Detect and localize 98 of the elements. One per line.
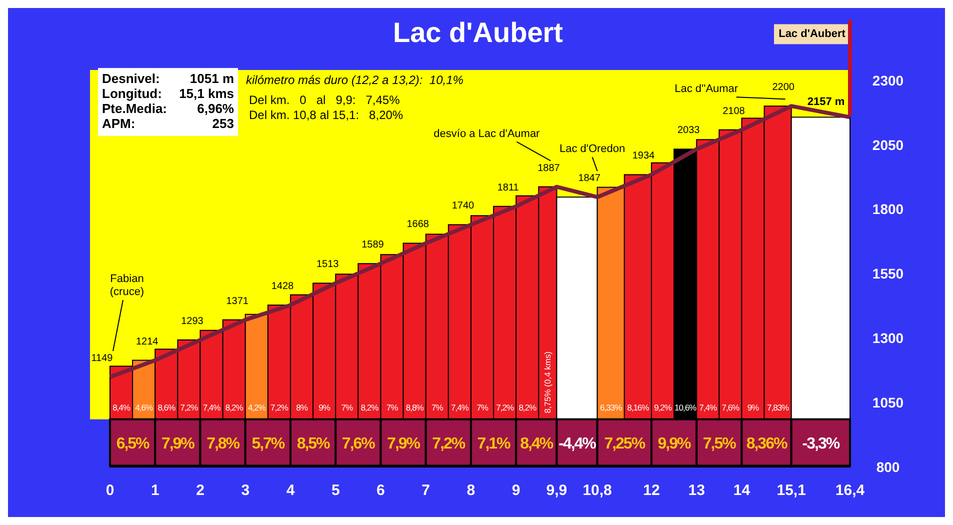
annotation: 7,8% [206,436,240,453]
data-label: 1293 [181,316,204,327]
annotation: 7,2% [180,402,199,412]
data-label: 2157 m [807,96,845,108]
annotation: 7,2% [270,402,289,412]
annotation: Del km. 0 al 9,9: 7,45% [249,93,400,107]
annotation: 7,6% [342,436,376,453]
annotation: 8,2% [225,402,244,412]
annotation: 7% [476,402,489,412]
annotation: 7% [386,402,399,412]
annotation: 8,2% [360,402,380,412]
annotation: 8,16% [627,402,650,412]
annotation: 7,83% [767,402,790,412]
x-tick-label: 5 [331,482,340,499]
y-tick-label: 2300 [872,72,904,88]
annotation: 7,4% [451,402,470,412]
text: Longitud: 15,1 kms [102,86,234,101]
annotation: 6,5% [116,436,150,453]
annotation: -3,3% [802,436,840,453]
data-label: 2200 [772,82,795,94]
y-tick-label: 1300 [872,330,904,346]
annotation: 5,7% [252,436,285,453]
text: Desnivel: 1051 m [102,71,234,86]
annotation: 4,6% [135,402,154,412]
annotation: Del km. 10,8 al 15,1: 8,20% [249,108,404,122]
data-label: 2033 [677,125,700,136]
annotation: 7,5% [702,436,736,453]
text: Lac d'Aubert [778,28,846,40]
annotation: 8,36% [746,436,788,453]
x-tick-label: 7 [422,482,430,499]
annotation: Fabian (cruce) [110,273,144,298]
x-tick-label: 4 [286,482,296,499]
annotation: 7,4% [699,402,718,412]
annotation: Lac d'Oredon [559,143,626,156]
y-tick-label: 1050 [872,394,904,411]
x-tick-label: 2 [196,482,204,499]
annotation: 7,9% [161,436,195,453]
y-tick-label: 1800 [872,201,904,218]
annotation: 7% [341,402,354,412]
x-tick-label: 10,8 [582,482,612,499]
annotation: 8,4% [520,436,554,453]
annotation: 9,2% [654,402,672,412]
annotation: 8,8% [406,402,424,412]
x-tick-label: 0 [106,482,114,499]
data-label: 1740 [452,200,475,212]
annotation: 9,9% [658,436,692,453]
data-label: 1847 [578,173,601,184]
data-label: 1214 [136,336,159,348]
annotation: 8,75% (0,4 kms) [542,351,553,414]
data-label: 1371 [226,296,249,307]
annotation: 9% [747,402,760,412]
x-tick-label: 15,1 [776,482,806,499]
x-tick-label: 16,4 [835,482,866,499]
y-tick-label: 2050 [872,136,904,153]
annotation: 7,1% [477,436,511,453]
annotation: 4,2% [248,402,266,412]
annotation: 7,6% [722,402,740,412]
annotation: 9% [318,402,331,412]
annotation: desvío a Lac d'Aumar [434,128,540,140]
x-tick-label: 6 [376,482,385,499]
data-label: 1934 [632,150,656,162]
data-label: 1589 [362,240,384,251]
x-tick-label: 14 [733,482,751,499]
annotation: kilómetro más duro (12,2 a 13,2): 10,1% [246,73,464,87]
annotation: 7,25% [604,436,646,453]
annotation: 7% [431,402,444,412]
data-label: 1428 [271,281,294,292]
annotation: 6,33% [600,402,623,412]
annotation: 7,9% [387,436,420,453]
annotation: Lac d''Aumar [674,83,738,96]
x-tick-label: 13 [688,482,705,499]
annotation: 8,6% [158,402,176,412]
data-label: 1149 [91,353,114,364]
annotation: 7,2% [496,402,514,412]
x-tick-label: 12 [643,482,660,499]
x-tick-label: 3 [241,482,250,499]
text: Pte.Media: 6,96% [102,101,234,116]
annotation: 7,2% [432,436,466,453]
data-label: 1887 [538,162,560,174]
x-tick-label: 9,9 [546,482,568,499]
data-label: 1513 [316,259,340,270]
annotation: 8,5% [296,436,330,453]
x-tick-label: 9 [512,482,520,499]
annotation: -4,4% [558,436,596,453]
annotation: 7,4% [202,402,222,412]
data-label: 1668 [406,219,430,230]
data-label: 2108 [722,106,746,117]
data-label: 1811 [497,182,520,194]
x-tick-label: 8 [466,482,476,499]
annotation: 8,4% [112,402,131,412]
y-tick-label: 800 [876,459,900,475]
annotation: 8% [296,402,308,412]
x-tick-label: 1 [150,482,160,499]
annotation: 10,6% [674,402,698,412]
chart-title: Lac d'Aubert [392,17,564,48]
y-tick-label: 1550 [872,266,904,282]
text: APM: 253 [102,116,234,131]
annotation: 8,2% [518,402,538,412]
